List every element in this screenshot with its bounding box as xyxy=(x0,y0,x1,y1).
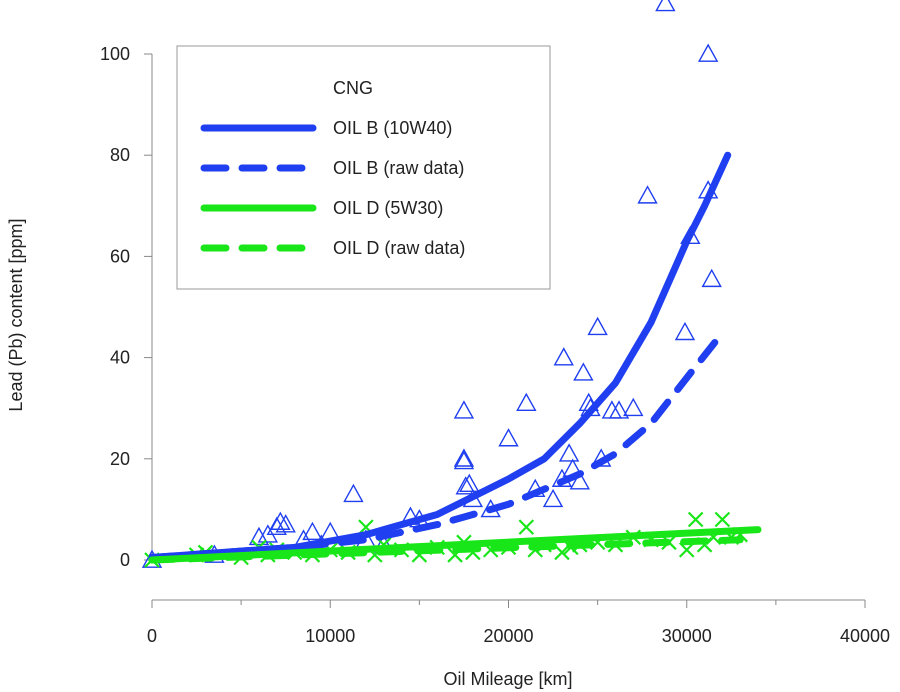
x-marker xyxy=(714,511,731,528)
triangle-marker xyxy=(569,471,590,490)
x-ticks: 0 10000 20000 30000 40000 xyxy=(147,600,890,646)
triangle-marker xyxy=(623,397,644,417)
triangle-marker xyxy=(573,362,594,381)
y-tick-label: 40 xyxy=(110,348,130,368)
series-line xyxy=(148,536,744,564)
series-line xyxy=(148,333,723,561)
y-tick-label: 80 xyxy=(110,145,130,165)
x-tick-label: 40000 xyxy=(840,626,890,646)
triangle-marker xyxy=(608,400,630,419)
legend-label: OIL B (10W40) xyxy=(333,118,452,138)
x-marker xyxy=(687,511,704,528)
triangle-marker xyxy=(516,392,537,412)
legend-label: OIL B (raw data) xyxy=(333,158,464,178)
triangle-marker xyxy=(674,321,696,341)
triangle-marker xyxy=(498,428,519,447)
triangle-marker xyxy=(270,511,291,530)
y-tick-label: 60 xyxy=(110,246,130,266)
legend: CNG OIL B (10W40) OIL B (raw data) OIL D (… xyxy=(176,45,551,290)
series-line xyxy=(148,151,732,561)
x-marker xyxy=(518,519,535,535)
triangle-marker xyxy=(587,316,608,336)
triangle-marker xyxy=(455,476,476,495)
x-marker xyxy=(678,542,695,558)
triangle-marker xyxy=(655,0,676,12)
triangle-marker xyxy=(302,521,323,541)
y-tick-label: 0 xyxy=(120,550,130,570)
triangle-marker xyxy=(558,443,580,462)
triangle-marker xyxy=(680,225,701,245)
triangle-marker xyxy=(542,488,564,508)
triangle-marker xyxy=(453,448,475,467)
y-tick-label: 100 xyxy=(100,44,130,64)
x-axis-label: Oil Mileage [km] xyxy=(443,669,572,689)
x-tick-label: 20000 xyxy=(483,626,533,646)
legend-title: CNG xyxy=(333,78,373,98)
x-tick-label: 30000 xyxy=(662,626,712,646)
triangle-marker xyxy=(697,43,719,62)
legend-label: OIL D (raw data) xyxy=(333,238,465,258)
triangle-marker xyxy=(459,473,480,492)
x-tick-label: 0 xyxy=(147,626,157,646)
x-tick-label: 10000 xyxy=(305,626,355,646)
triangle-marker xyxy=(637,185,658,204)
y-ticks: 0 20 40 60 80 100 xyxy=(100,44,152,570)
y-tick-label: 20 xyxy=(110,449,130,469)
triangle-marker xyxy=(343,483,364,503)
legend-entries: OIL B (10W40) OIL B (raw data) OIL D (5W30… xyxy=(200,118,465,258)
x-marker xyxy=(554,544,570,561)
triangle-marker xyxy=(248,526,270,546)
plot-area xyxy=(141,0,762,568)
triangle-marker xyxy=(453,450,475,470)
legend-label: OIL D (5W30) xyxy=(333,198,443,218)
triangle-marker xyxy=(701,268,722,288)
triangle-marker xyxy=(453,400,475,419)
triangle-marker xyxy=(275,514,296,533)
triangle-marker xyxy=(553,347,574,366)
y-axis-label: Lead (Pb) content [ppm] xyxy=(6,218,26,411)
